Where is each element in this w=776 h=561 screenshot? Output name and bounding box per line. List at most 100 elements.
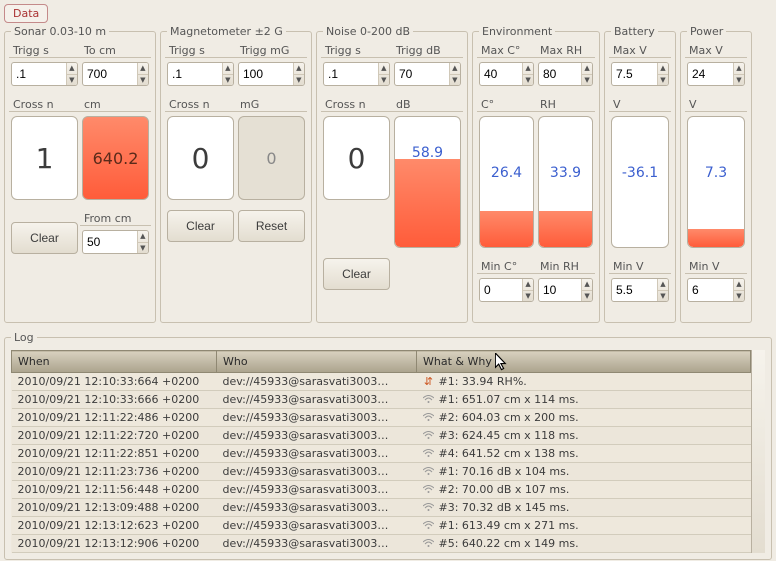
table-row[interactable]: 2010/09/21 12:11:22:851 +0200dev://45933… — [12, 445, 751, 463]
spin-up-icon[interactable]: ▲ — [734, 63, 744, 75]
sonar-cm-label: cm — [84, 98, 149, 111]
spin-down-icon[interactable]: ▼ — [379, 75, 389, 86]
log-col-who[interactable]: Who — [217, 351, 417, 373]
spin-down-icon[interactable]: ▼ — [658, 75, 668, 86]
spin-down-icon[interactable]: ▼ — [523, 291, 533, 302]
sonar-cross-n-label: Cross n — [13, 98, 78, 111]
log-title: Log — [11, 331, 37, 344]
spin-up-icon[interactable]: ▲ — [658, 63, 668, 75]
log-when: 2010/09/21 12:11:22:851 +0200 — [12, 445, 217, 463]
noise-trigg-db-input[interactable]: ▲▼ — [394, 62, 461, 86]
signal-icon — [423, 465, 435, 478]
env-min-c-label: Min C° — [481, 260, 534, 273]
noise-trigg-db-label: Trigg dB — [396, 44, 461, 57]
log-what: #3: 70.32 dB x 145 ms. — [417, 499, 751, 517]
log-what: #5: 640.22 cm x 149 ms. — [417, 535, 751, 553]
panel-power: Power Max V ▲▼ V 7.3 Min V ▲▼ — [680, 25, 752, 323]
spin-down-icon[interactable]: ▼ — [734, 291, 744, 302]
log-what: #1: 70.16 dB x 104 ms. — [417, 463, 751, 481]
table-row[interactable]: 2010/09/21 12:13:09:488 +0200dev://45933… — [12, 499, 751, 517]
noise-clear-button[interactable]: Clear — [323, 258, 390, 290]
panel-magnet: Magnetometer ±2 G Trigg s ▲▼ Trigg mG ▲▼… — [160, 25, 312, 323]
table-row[interactable]: 2010/09/21 12:13:12:906 +0200dev://45933… — [12, 535, 751, 553]
log-col-what[interactable]: What & Why — [417, 351, 751, 373]
magnet-mg-label: mG — [240, 98, 305, 111]
noise-trigg-s-input[interactable]: ▲▼ — [323, 62, 390, 86]
tab-data[interactable]: Data — [4, 4, 48, 23]
table-row[interactable]: 2010/09/21 12:10:33:666 +0200dev://45933… — [12, 391, 751, 409]
sonar-clear-button[interactable]: Clear — [11, 222, 78, 254]
sonar-cm-display: 640.2 — [82, 116, 149, 200]
spin-down-icon[interactable]: ▼ — [138, 243, 148, 254]
spin-up-icon[interactable]: ▲ — [658, 279, 668, 291]
spin-down-icon[interactable]: ▼ — [138, 75, 148, 86]
sonar-cross-n-display: 1 — [11, 116, 78, 200]
spin-down-icon[interactable]: ▼ — [67, 75, 77, 86]
magnet-trigg-s-input[interactable]: ▲▼ — [167, 62, 234, 86]
table-row[interactable]: 2010/09/21 12:11:22:486 +0200dev://45933… — [12, 409, 751, 427]
power-v-display: 7.3 — [687, 116, 745, 248]
panel-magnet-title: Magnetometer ±2 G — [167, 25, 286, 38]
log-scrollbar[interactable] — [751, 350, 765, 553]
batt-max-v-input[interactable]: ▲▼ — [611, 62, 669, 86]
table-row[interactable]: 2010/09/21 12:11:56:448 +0200dev://45933… — [12, 481, 751, 499]
panel-log: Log When Who What & Why 2010/09/21 12:10… — [4, 331, 772, 560]
magnet-trigg-mg-label: Trigg mG — [240, 44, 305, 57]
spin-up-icon[interactable]: ▲ — [582, 279, 592, 291]
power-min-v-input[interactable]: ▲▼ — [687, 278, 745, 302]
spin-down-icon[interactable]: ▼ — [658, 291, 668, 302]
spin-up-icon[interactable]: ▲ — [523, 279, 533, 291]
sonar-from-cm-label: From cm — [84, 212, 149, 225]
magnet-reset-button[interactable]: Reset — [238, 210, 305, 242]
env-max-rh-input[interactable]: ▲▼ — [538, 62, 593, 86]
magnet-trigg-mg-input[interactable]: ▲▼ — [238, 62, 305, 86]
table-row[interactable]: 2010/09/21 12:13:12:623 +0200dev://45933… — [12, 517, 751, 535]
spin-down-icon[interactable]: ▼ — [223, 75, 233, 86]
spin-up-icon[interactable]: ▲ — [223, 63, 233, 75]
spin-down-icon[interactable]: ▼ — [734, 75, 744, 86]
spin-up-icon[interactable]: ▲ — [67, 63, 77, 75]
magnet-clear-button[interactable]: Clear — [167, 210, 234, 242]
table-row[interactable]: 2010/09/21 12:11:23:736 +0200dev://45933… — [12, 463, 751, 481]
env-max-c-input[interactable]: ▲▼ — [479, 62, 534, 86]
spin-up-icon[interactable]: ▲ — [379, 63, 389, 75]
log-what: #1: 651.07 cm x 114 ms. — [417, 391, 751, 409]
spin-down-icon[interactable]: ▼ — [450, 75, 460, 86]
spin-down-icon[interactable]: ▼ — [582, 75, 592, 86]
log-when: 2010/09/21 12:13:09:488 +0200 — [12, 499, 217, 517]
spin-up-icon[interactable]: ▲ — [734, 279, 744, 291]
noise-trigg-s-label: Trigg s — [325, 44, 390, 57]
table-row[interactable]: 2010/09/21 12:11:22:720 +0200dev://45933… — [12, 427, 751, 445]
sonar-from-cm-input[interactable]: ▲▼ — [82, 230, 149, 254]
env-rh-display: 33.9 — [538, 116, 593, 248]
log-who: dev://45933@sarasvati3003… — [217, 535, 417, 553]
noise-db-display: 58.9 — [394, 116, 461, 248]
sonar-to-cm-input[interactable]: ▲▼ — [82, 62, 149, 86]
batt-min-v-input[interactable]: ▲▼ — [611, 278, 669, 302]
batt-v-label: V — [613, 98, 669, 111]
spin-up-icon[interactable]: ▲ — [450, 63, 460, 75]
panel-sonar: Sonar 0.03-10 m Trigg s ▲▼ To cm ▲▼ Cros… — [4, 25, 156, 323]
log-what: #3: 624.45 cm x 118 ms. — [417, 427, 751, 445]
env-rh-label: RH — [540, 98, 593, 111]
spin-up-icon[interactable]: ▲ — [138, 63, 148, 75]
table-row[interactable]: 2010/09/21 12:10:33:664 +0200dev://45933… — [12, 373, 751, 391]
magnet-mg-display: 0 — [238, 116, 305, 200]
spin-up-icon[interactable]: ▲ — [582, 63, 592, 75]
signal-icon — [423, 519, 435, 532]
spin-up-icon[interactable]: ▲ — [523, 63, 533, 75]
spin-down-icon[interactable]: ▼ — [294, 75, 304, 86]
signal-icon — [423, 483, 435, 496]
spin-up-icon[interactable]: ▲ — [138, 231, 148, 243]
env-min-c-input[interactable]: ▲▼ — [479, 278, 534, 302]
env-min-rh-input[interactable]: ▲▼ — [538, 278, 593, 302]
spin-down-icon[interactable]: ▼ — [523, 75, 533, 86]
spin-down-icon[interactable]: ▼ — [582, 291, 592, 302]
spin-up-icon[interactable]: ▲ — [294, 63, 304, 75]
log-who: dev://45933@sarasvati3003… — [217, 373, 417, 391]
env-c-display: 26.4 — [479, 116, 534, 248]
log-col-when[interactable]: When — [12, 351, 217, 373]
batt-v-display: -36.1 — [611, 116, 669, 248]
power-max-v-input[interactable]: ▲▼ — [687, 62, 745, 86]
sonar-trigg-s-input[interactable]: ▲▼ — [11, 62, 78, 86]
